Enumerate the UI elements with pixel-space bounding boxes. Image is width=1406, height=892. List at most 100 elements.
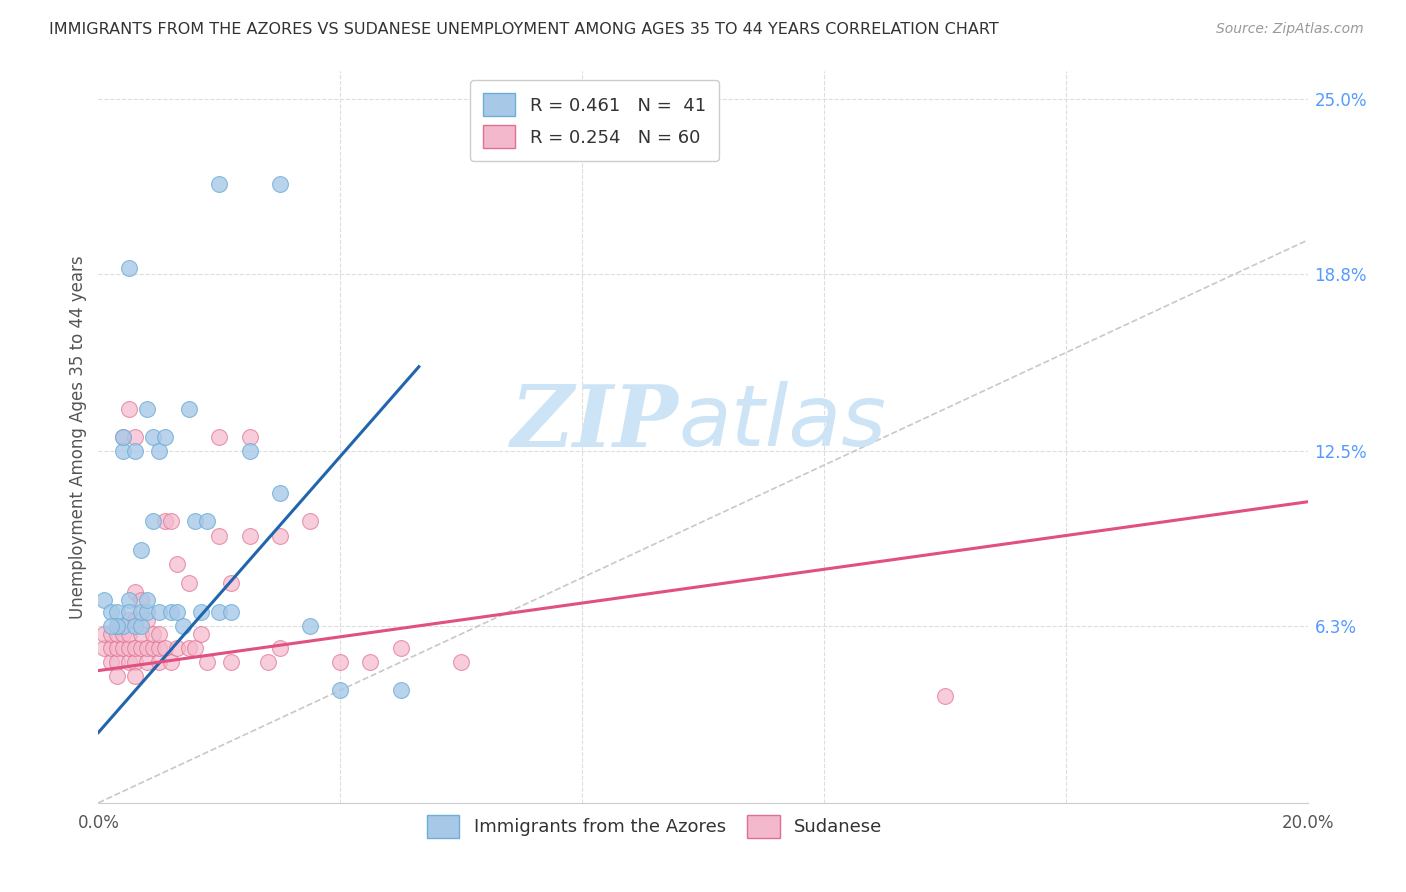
Point bbox=[124, 584, 146, 599]
Point bbox=[105, 618, 128, 632]
Point bbox=[190, 627, 212, 641]
Point bbox=[166, 641, 188, 656]
Point bbox=[135, 593, 157, 607]
Point bbox=[118, 641, 141, 656]
Point bbox=[166, 557, 188, 571]
Point bbox=[129, 618, 152, 632]
Point bbox=[269, 486, 291, 500]
Point bbox=[135, 605, 157, 619]
Point bbox=[299, 618, 322, 632]
Point bbox=[148, 627, 170, 641]
Point bbox=[160, 605, 183, 619]
Text: ZIP: ZIP bbox=[510, 381, 679, 464]
Point bbox=[142, 641, 165, 656]
Point bbox=[118, 401, 141, 416]
Point bbox=[129, 627, 152, 641]
Point bbox=[208, 528, 231, 542]
Point bbox=[124, 655, 146, 669]
Point bbox=[148, 641, 170, 656]
Point bbox=[135, 641, 157, 656]
Point bbox=[118, 627, 141, 641]
Point bbox=[100, 655, 122, 669]
Point bbox=[360, 655, 382, 669]
Point bbox=[135, 401, 157, 416]
Point bbox=[184, 641, 207, 656]
Point bbox=[111, 641, 134, 656]
Point bbox=[124, 641, 146, 656]
Point bbox=[111, 430, 134, 444]
Point bbox=[105, 627, 128, 641]
Text: atlas: atlas bbox=[679, 381, 887, 464]
Point bbox=[179, 576, 201, 591]
Point bbox=[221, 655, 243, 669]
Point bbox=[239, 528, 262, 542]
Point bbox=[93, 641, 115, 656]
Point bbox=[389, 641, 412, 656]
Point bbox=[105, 641, 128, 656]
Point bbox=[153, 430, 176, 444]
Point bbox=[129, 593, 152, 607]
Point bbox=[269, 177, 291, 191]
Point bbox=[105, 669, 128, 683]
Point bbox=[111, 444, 134, 458]
Point bbox=[142, 627, 165, 641]
Point bbox=[111, 618, 134, 632]
Point bbox=[111, 627, 134, 641]
Point bbox=[124, 613, 146, 627]
Point bbox=[135, 655, 157, 669]
Point bbox=[256, 655, 278, 669]
Point bbox=[118, 655, 141, 669]
Point bbox=[105, 655, 128, 669]
Point bbox=[184, 515, 207, 529]
Point bbox=[172, 618, 194, 632]
Point bbox=[269, 641, 291, 656]
Point bbox=[208, 605, 231, 619]
Point bbox=[135, 613, 157, 627]
Point bbox=[329, 683, 352, 698]
Point bbox=[195, 515, 218, 529]
Point bbox=[239, 444, 262, 458]
Point bbox=[179, 641, 201, 656]
Point bbox=[111, 430, 134, 444]
Legend: Immigrants from the Azores, Sudanese: Immigrants from the Azores, Sudanese bbox=[419, 807, 890, 845]
Point bbox=[124, 444, 146, 458]
Point bbox=[153, 641, 176, 656]
Point bbox=[153, 515, 176, 529]
Point bbox=[124, 430, 146, 444]
Point bbox=[93, 593, 115, 607]
Point bbox=[118, 605, 141, 619]
Point bbox=[934, 689, 956, 703]
Point bbox=[160, 515, 183, 529]
Point bbox=[450, 655, 472, 669]
Point bbox=[190, 605, 212, 619]
Point bbox=[118, 613, 141, 627]
Point bbox=[142, 515, 165, 529]
Point bbox=[100, 605, 122, 619]
Point bbox=[160, 655, 183, 669]
Point bbox=[148, 444, 170, 458]
Point bbox=[239, 430, 262, 444]
Point bbox=[100, 618, 122, 632]
Point bbox=[142, 430, 165, 444]
Point bbox=[389, 683, 412, 698]
Point bbox=[124, 669, 146, 683]
Text: Source: ZipAtlas.com: Source: ZipAtlas.com bbox=[1216, 22, 1364, 37]
Point bbox=[129, 605, 152, 619]
Point bbox=[118, 593, 141, 607]
Point bbox=[329, 655, 352, 669]
Point bbox=[195, 655, 218, 669]
Point bbox=[299, 515, 322, 529]
Point bbox=[124, 618, 146, 632]
Point bbox=[118, 261, 141, 276]
Text: IMMIGRANTS FROM THE AZORES VS SUDANESE UNEMPLOYMENT AMONG AGES 35 TO 44 YEARS CO: IMMIGRANTS FROM THE AZORES VS SUDANESE U… bbox=[49, 22, 998, 37]
Point bbox=[221, 605, 243, 619]
Point bbox=[269, 528, 291, 542]
Point bbox=[148, 655, 170, 669]
Point bbox=[100, 641, 122, 656]
Point bbox=[166, 605, 188, 619]
Point bbox=[221, 576, 243, 591]
Point bbox=[148, 605, 170, 619]
Point bbox=[105, 618, 128, 632]
Point bbox=[105, 605, 128, 619]
Point bbox=[129, 542, 152, 557]
